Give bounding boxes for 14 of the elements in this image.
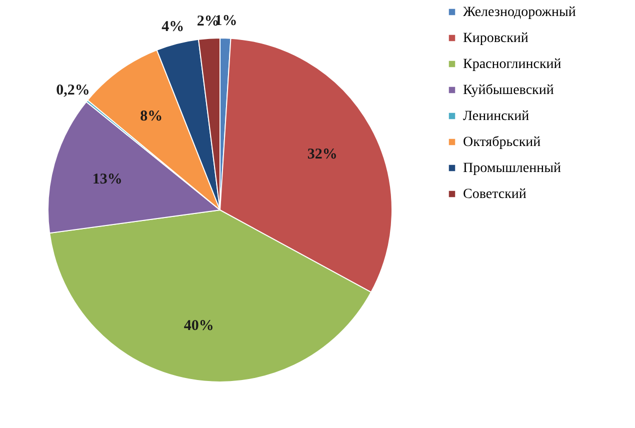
legend-label: Красноглинский — [463, 57, 562, 72]
legend-label: Октябрьский — [463, 135, 542, 150]
data-label: 8% — [140, 108, 163, 124]
legend-label: Советский — [463, 187, 527, 202]
data-label: 32% — [307, 146, 338, 162]
legend-label: Железнодорожный — [463, 5, 576, 20]
data-label: 40% — [184, 318, 214, 334]
legend-label: Кировский — [463, 31, 529, 46]
legend-label: Промышленный — [463, 161, 562, 176]
data-label: 0,2% — [56, 82, 90, 99]
legend-label: Ленинский — [463, 109, 530, 124]
legend-label: Куйбышевский — [463, 83, 554, 98]
data-label: 4% — [162, 18, 184, 35]
data-label: 13% — [92, 171, 122, 188]
